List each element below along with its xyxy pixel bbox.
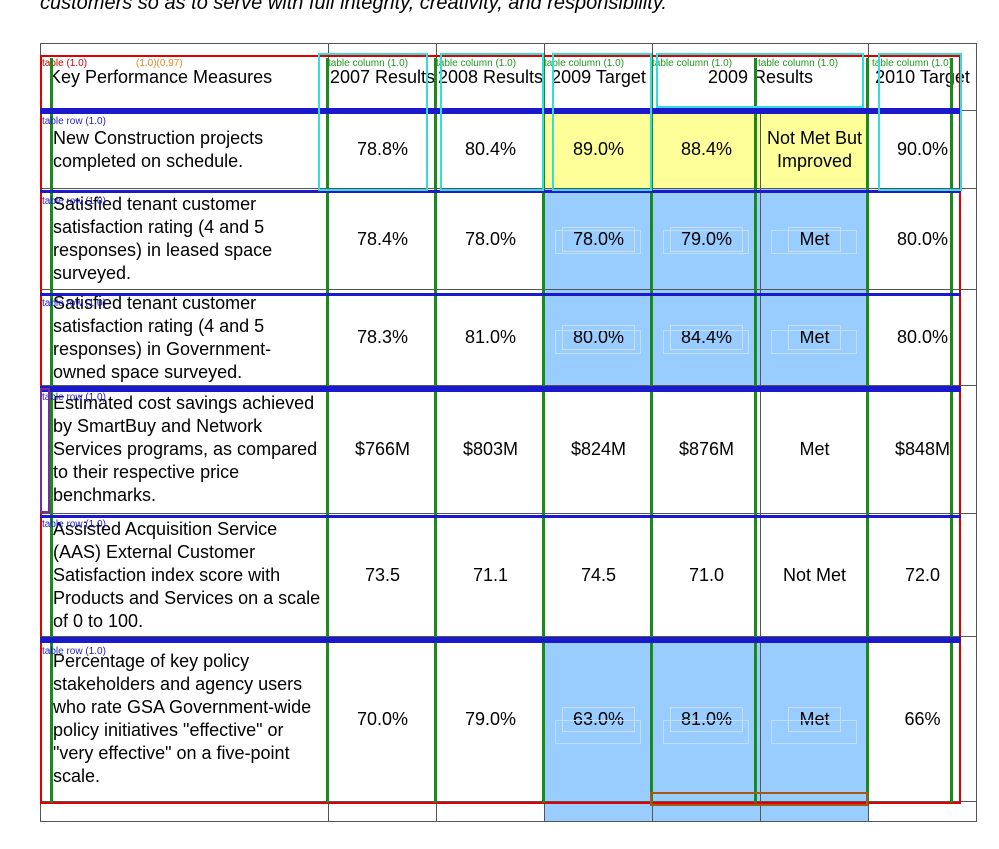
result-2009-cell: 84.4%: [652, 289, 761, 386]
result-2009-cell: 71.0: [652, 513, 761, 637]
empty-cell: [868, 801, 977, 822]
empty-cell: [544, 801, 653, 822]
status-2009-cell: Met: [760, 385, 869, 514]
measure-cell: New Construction projects completed on s…: [40, 110, 329, 189]
empty-cell: [436, 801, 545, 822]
status-2009-cell: Not Met But Improved: [760, 110, 869, 189]
result-2008-cell: 79.0%: [436, 636, 545, 802]
header-2009-target: 2009 Target: [544, 43, 653, 111]
intro-text: customers so as to serve with full integ…: [40, 0, 667, 14]
empty-cell: [328, 801, 437, 822]
table-row: Satisfied tenant customer satisfaction r…: [40, 188, 977, 290]
status-2009-cell: Met: [760, 289, 869, 386]
table-row: Estimated cost savings achieved by Smart…: [40, 385, 977, 514]
result-2008-cell: 71.1: [436, 513, 545, 637]
target-2010-cell: 80.0%: [868, 188, 977, 290]
result-2009-cell: $876M: [652, 385, 761, 514]
table-row: New Construction projects completed on s…: [40, 110, 977, 189]
header-measures: Key Performance Measures: [40, 43, 329, 111]
header-2007-results: 2007 Results: [328, 43, 437, 111]
result-2009-cell: 81.0%: [652, 636, 761, 802]
target-2010-cell: $848M: [868, 385, 977, 514]
result-2008-cell: $803M: [436, 385, 545, 514]
result-2007-cell: 78.3%: [328, 289, 437, 386]
table-row: Assisted Acquisition Service (AAS) Exter…: [40, 513, 977, 637]
header-2008-results: 2008 Results: [436, 43, 545, 111]
header-row: Key Performance Measures 2007 Results 20…: [40, 43, 977, 111]
result-2007-cell: 70.0%: [328, 636, 437, 802]
result-2009-cell: 88.4%: [652, 110, 761, 189]
target-2010-cell: 72.0: [868, 513, 977, 637]
result-2009-cell: 79.0%: [652, 188, 761, 290]
target-2009-cell: 74.5: [544, 513, 653, 637]
header-2009-results: 2009 Results: [652, 43, 869, 111]
target-2009-cell: $824M: [544, 385, 653, 514]
target-2009-cell: 80.0%: [544, 289, 653, 386]
status-2009-cell: Met: [760, 188, 869, 290]
measure-cell: Satisfied tenant customer satisfaction r…: [40, 188, 329, 290]
empty-cell: [652, 801, 761, 822]
empty-cell: [40, 801, 329, 822]
result-2008-cell: 78.0%: [436, 188, 545, 290]
measure-cell: Assisted Acquisition Service (AAS) Exter…: [40, 513, 329, 637]
target-2009-cell: 89.0%: [544, 110, 653, 189]
table-row: [40, 801, 977, 822]
target-2009-cell: 63.0%: [544, 636, 653, 802]
performance-table: Key Performance Measures 2007 Results 20…: [40, 43, 977, 822]
target-2010-cell: 80.0%: [868, 289, 977, 386]
status-2009-cell: Met: [760, 636, 869, 802]
result-2007-cell: 78.8%: [328, 110, 437, 189]
header-2010-target: 2010 Target: [868, 43, 977, 111]
measure-cell: Estimated cost savings achieved by Smart…: [40, 385, 329, 514]
table-row: Percentage of key policy stakeholders an…: [40, 636, 977, 802]
measure-cell: Percentage of key policy stakeholders an…: [40, 636, 329, 802]
result-2008-cell: 80.4%: [436, 110, 545, 189]
empty-cell: [760, 801, 869, 822]
result-2008-cell: 81.0%: [436, 289, 545, 386]
result-2007-cell: $766M: [328, 385, 437, 514]
target-2009-cell: 78.0%: [544, 188, 653, 290]
measure-cell: Satisfied tenant customer satisfaction r…: [40, 289, 329, 386]
target-2010-cell: 66%: [868, 636, 977, 802]
result-2007-cell: 78.4%: [328, 188, 437, 290]
table-row: Satisfied tenant customer satisfaction r…: [40, 289, 977, 386]
status-2009-cell: Not Met: [760, 513, 869, 637]
result-2007-cell: 73.5: [328, 513, 437, 637]
target-2010-cell: 90.0%: [868, 110, 977, 189]
